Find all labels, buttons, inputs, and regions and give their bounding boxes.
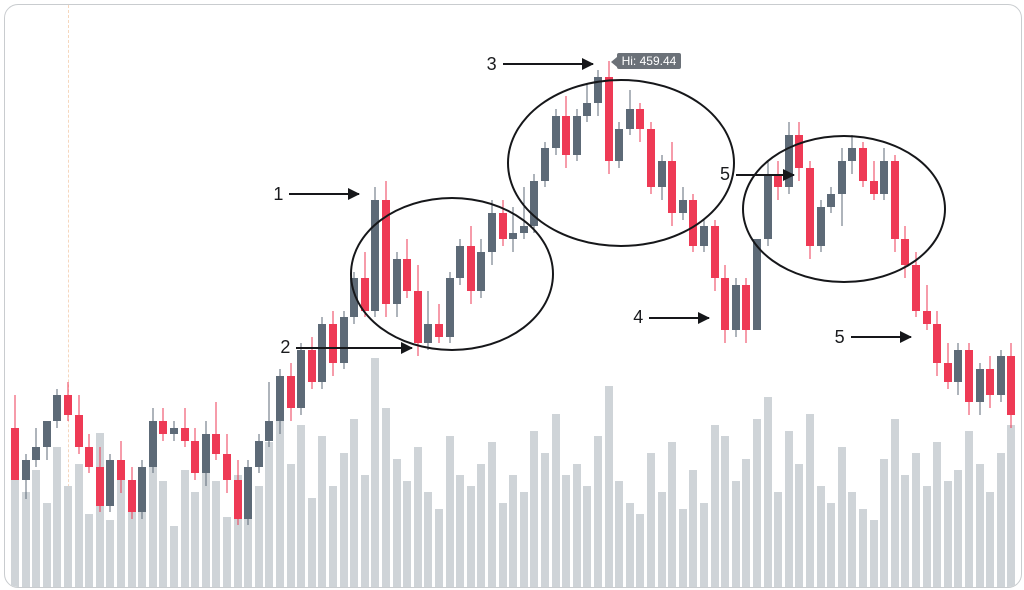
annotation-arrow: 5 [720, 164, 794, 185]
annotation-label: 2 [280, 337, 290, 358]
arrow-icon [289, 193, 359, 195]
arrow-icon [296, 347, 412, 349]
annotation-label: 1 [273, 184, 283, 205]
arrow-icon [851, 336, 911, 338]
annotation-arrow: 2 [280, 337, 412, 358]
annotation-layer: 1 2 3 4 5 5 Hi: 459.44 [5, 5, 1021, 587]
annotation-label: 4 [633, 307, 643, 328]
annotation-arrow: 3 [487, 54, 593, 75]
annotation-arrow: 1 [273, 184, 359, 205]
annotation-ellipse [742, 135, 946, 283]
chart-frame[interactable]: 1 2 3 4 5 5 Hi: 459.44 [4, 4, 1022, 588]
annotation-ellipse [350, 197, 554, 351]
arrow-icon [736, 174, 794, 176]
annotation-arrow: 5 [835, 327, 911, 348]
annotation-ellipse [507, 79, 735, 247]
annotation-label: 5 [720, 164, 730, 185]
arrow-icon [503, 63, 593, 65]
chart-area[interactable]: 1 2 3 4 5 5 Hi: 459.44 [5, 5, 1021, 587]
annotation-arrow: 4 [633, 307, 709, 328]
annotation-label: 5 [835, 327, 845, 348]
annotation-label: 3 [487, 54, 497, 75]
arrow-icon [649, 317, 709, 319]
price-high-label: Hi: 459.44 [617, 53, 682, 69]
